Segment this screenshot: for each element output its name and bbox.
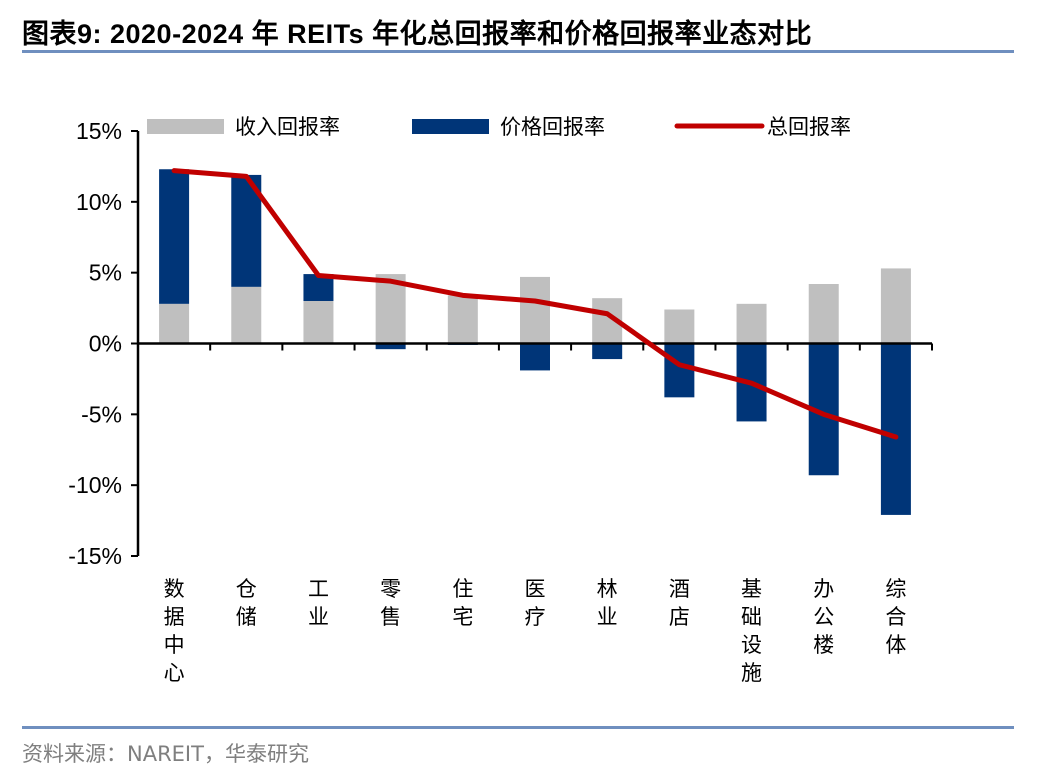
bars <box>159 169 911 515</box>
x-category-label: 基础设施 <box>741 577 762 685</box>
axes <box>131 130 933 557</box>
total-return-line <box>171 168 899 440</box>
x-category-label: 林业 <box>597 577 618 629</box>
y-tick-label: -15% <box>68 543 122 569</box>
bar-price-return <box>592 343 623 360</box>
bar-price-return <box>520 343 550 371</box>
x-category-label: 综合体 <box>885 577 906 657</box>
y-tick-label: 0% <box>89 331 122 357</box>
chart: 收入回报率 价格回报率 总回报率 15% 10% 5% 0% -5% -10% -15% 数据中心… <box>68 115 933 685</box>
legend-label: 价格回报率 <box>500 115 605 139</box>
legend-income-return: 收入回报率 <box>147 115 340 139</box>
bar-price-return <box>880 343 911 515</box>
bar-income-return <box>520 276 550 344</box>
x-category-label: 数据中心 <box>164 577 185 685</box>
bar-income-return <box>303 301 334 344</box>
bar-price-return <box>159 169 190 304</box>
source-note: 资料来源：NAREIT，华泰研究 <box>22 742 309 766</box>
x-category-label: 仓储 <box>236 577 257 629</box>
legend-label: 收入回报率 <box>235 115 340 139</box>
y-tick-label: 10% <box>76 189 122 215</box>
y-tick-label: -5% <box>81 401 122 427</box>
legend: 收入回报率 价格回报率 总回报率 <box>147 115 851 139</box>
labels: 15% 10% 5% 0% -5% -10% -15% 数据中心 仓储工业零售住宅医疗林业酒店基… <box>68 118 906 685</box>
legend-price-return: 价格回报率 <box>412 115 605 139</box>
title-divider <box>22 50 1014 53</box>
x-category-label: 酒店 <box>669 577 690 629</box>
y-tick-label: 5% <box>89 260 122 286</box>
x-category-label: 零售 <box>380 577 401 629</box>
bar-income-return <box>880 268 911 344</box>
x-category-label: 工业 <box>308 577 329 629</box>
x-category-label: 办公楼 <box>813 577 834 657</box>
bar-income-return <box>159 303 190 344</box>
legend-swatch <box>412 119 489 134</box>
legend-total-return: 总回报率 <box>674 115 851 139</box>
y-tick-label: -10% <box>68 472 122 498</box>
bar-income-return <box>664 309 695 344</box>
footer-divider <box>22 726 1014 729</box>
x-category-label: 住宅 <box>452 577 473 629</box>
x-category-label: 医疗 <box>525 577 546 629</box>
legend-label: 总回报率 <box>767 115 851 139</box>
y-tick-label: 15% <box>76 118 122 144</box>
bar-income-return <box>736 303 767 344</box>
bar-price-return <box>375 343 406 350</box>
bar-price-return <box>664 343 695 398</box>
bar-income-return <box>808 284 839 344</box>
bar-income-return <box>447 295 478 344</box>
chart-title: 图表9: 2020-2024 年 REITs 年化总回报率和价格回报率业态对比 <box>22 19 813 49</box>
legend-swatch <box>147 119 224 134</box>
bar-income-return <box>231 286 262 344</box>
